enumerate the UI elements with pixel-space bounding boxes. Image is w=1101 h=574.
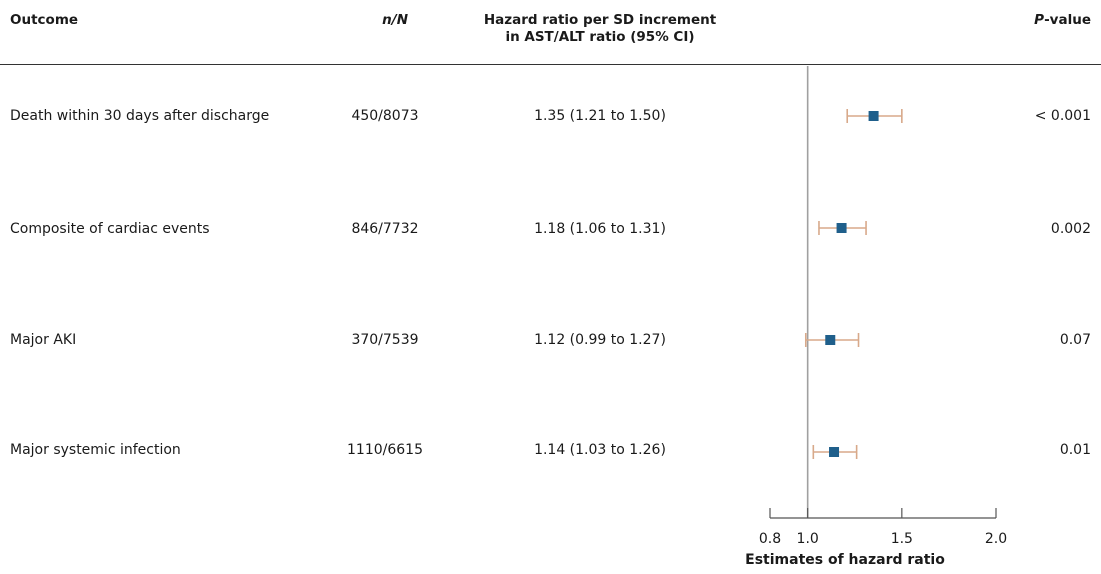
header-rule [0, 64, 1101, 65]
header-hazard-ratio-line1: Hazard ratio per SD increment [483, 12, 717, 28]
x-tick-label: 1.5 [891, 531, 913, 547]
header-hazard-ratio: Hazard ratio per SD increment in AST/ALT… [460, 12, 740, 46]
header-hazard-ratio-line2: in AST/ALT ratio (95% CI) [505, 29, 695, 45]
header-p-rest: -value [1044, 12, 1091, 28]
point-estimate [829, 447, 840, 457]
row-outcome: Death within 30 days after discharge [10, 108, 270, 124]
header-outcome: Outcome [10, 12, 79, 28]
row-p-value: < 0.001 [1034, 108, 1091, 124]
row-hazard-ratio: 1.14 (1.03 to 1.26) [534, 442, 666, 458]
row-outcome: Composite of cardiac events [10, 221, 210, 237]
point-estimate [868, 111, 879, 121]
row-n-over-n: 370/7539 [351, 332, 419, 348]
row-p-value: 0.002 [1050, 221, 1091, 237]
header-p-value: P-value [1034, 12, 1091, 29]
point-estimate [836, 223, 847, 233]
row-n-over-n: 450/8073 [351, 108, 419, 124]
row-hazard-ratio: 1.35 (1.21 to 1.50) [534, 108, 666, 124]
header-p-italic: P [1034, 12, 1045, 28]
row-outcome: Major AKI [10, 332, 77, 348]
point-estimate [825, 335, 836, 345]
row-hazard-ratio: 1.12 (0.99 to 1.27) [534, 332, 666, 348]
row-n-over-n: 846/7732 [351, 221, 419, 237]
row-n-over-n: 1110/6615 [347, 442, 423, 458]
row-outcome: Major systemic infection [10, 442, 181, 458]
x-tick-label: 2.0 [985, 531, 1007, 547]
row-hazard-ratio: 1.18 (1.06 to 1.31) [534, 221, 666, 237]
row-p-value: 0.01 [1059, 442, 1091, 458]
header-n-over-n: n/N [382, 12, 408, 28]
x-axis-title: Estimates of hazard ratio [745, 552, 945, 568]
x-tick-label: 1.0 [797, 531, 819, 547]
row-p-value: 0.07 [1059, 332, 1091, 348]
x-tick-label: 0.8 [759, 531, 781, 547]
